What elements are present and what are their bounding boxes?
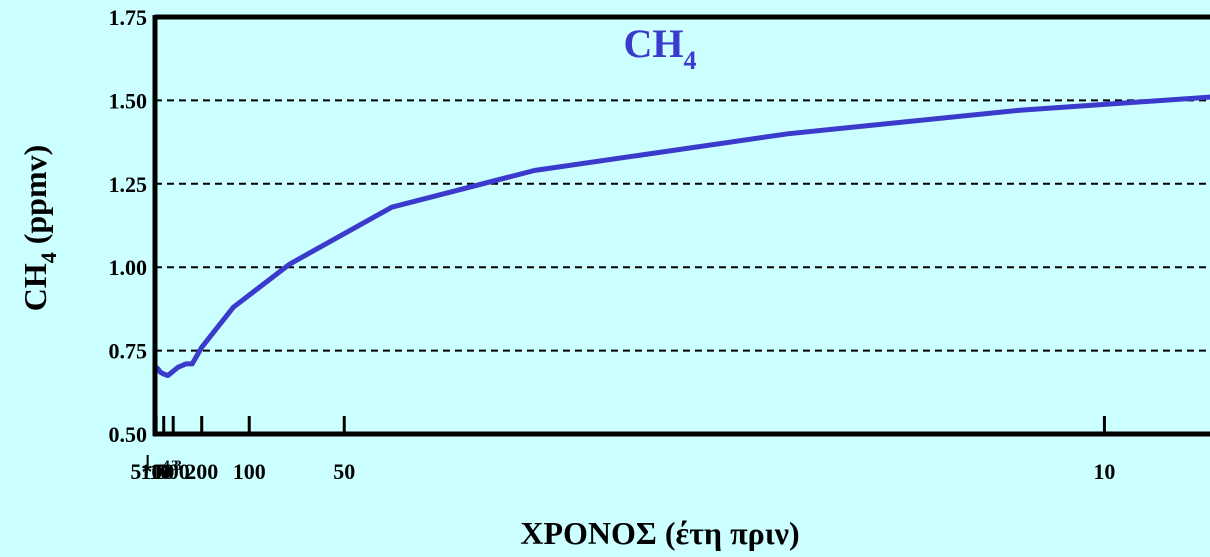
x-tick-label-6: 50 [333,459,355,484]
series-line-0 [152,94,1210,379]
series-layer [152,94,1210,379]
y-axis-title-main: CH [17,263,53,311]
y-tick-label-4: 1.50 [109,88,148,113]
x-tick-label-7: 10 [1093,459,1115,484]
gridlines [155,99,1210,352]
chart-title-main: CH [624,21,684,66]
y-tick-label-1: 0.75 [109,339,148,364]
y-axis-title: CH4 (ppmv) [17,145,61,312]
x-tick-label-1: 5*103 [130,458,182,484]
x-tick-label-5: 100 [233,459,266,484]
x-tick-label-2: 103 [149,458,179,484]
y-axis-title-sub: 4 [36,252,61,263]
chart-title-sub: 4 [684,46,697,75]
y-tick-label-3: 1.25 [109,172,148,197]
x-axis-title: ΧΡΟΝΟΣ (έτη πριν) [520,515,799,551]
x-tick-label-0: 104 [140,458,170,484]
axes [152,14,1210,437]
x-tick-label-3: 500 [157,459,190,484]
x-tick-label-4: 200 [185,459,218,484]
y-tick-label-5: 1.75 [109,5,148,30]
y-tick-label-2: 1.00 [109,255,148,280]
chart-title: CH4 [624,21,697,75]
y-tick-label-0: 0.50 [109,422,148,447]
y-tick-labels: 0.50 0.75 1.00 1.25 1.50 1.75 [109,5,148,447]
y-axis-title-rest: (ppmv) [17,145,53,253]
